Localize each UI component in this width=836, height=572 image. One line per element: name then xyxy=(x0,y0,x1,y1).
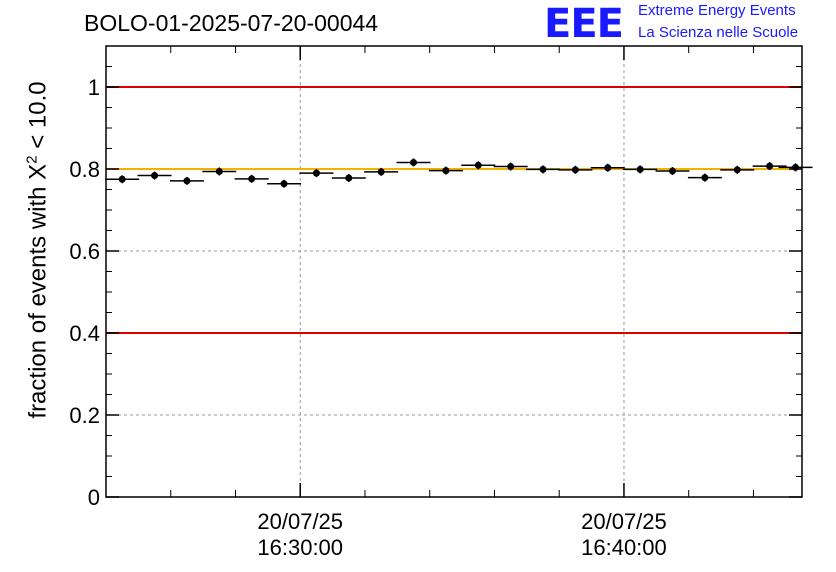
data-point xyxy=(539,165,547,173)
y-axis-label: fraction of events with X2 < 10.0 xyxy=(23,81,52,419)
logo-subtitle-1: Extreme Energy Events xyxy=(638,2,796,19)
data-point xyxy=(604,164,612,172)
x-tick-date: 20/07/25 xyxy=(257,509,344,534)
data-point xyxy=(733,166,741,174)
data-point xyxy=(248,175,256,183)
data-point xyxy=(669,167,677,175)
data-point xyxy=(636,165,644,173)
data-point xyxy=(280,180,288,188)
eee-logo: EEE xyxy=(544,1,624,47)
x-tick-time: 16:40:00 xyxy=(581,535,667,560)
data-point xyxy=(377,168,385,176)
data-point xyxy=(312,169,320,177)
data-point xyxy=(118,175,126,183)
data-point xyxy=(766,162,774,170)
logo-subtitle-2: La Scienza nelle Scuole xyxy=(638,24,799,41)
x-tick-label: 20/07/25 16:40:00 xyxy=(544,509,704,561)
data-point xyxy=(345,174,353,182)
data-point xyxy=(410,158,418,166)
data-point xyxy=(215,167,223,175)
y-tick-label: 0.2 xyxy=(69,403,100,428)
data-point xyxy=(442,167,450,175)
data-point xyxy=(571,166,579,174)
data-point xyxy=(183,177,191,185)
run-title: BOLO-01-2025-07-20-00044 xyxy=(84,10,379,36)
y-tick-label: 0 xyxy=(88,485,100,510)
y-tick-label: 0.6 xyxy=(69,239,100,264)
y-tick-label: 1 xyxy=(88,75,100,100)
data-point xyxy=(701,174,709,182)
y-tick-label: 0.4 xyxy=(69,321,100,346)
y-tick-label: 0.8 xyxy=(69,157,100,182)
data-point xyxy=(474,161,482,169)
data-point xyxy=(151,172,159,180)
data-point xyxy=(792,163,800,171)
data-point xyxy=(507,163,515,171)
x-tick-time: 16:30:00 xyxy=(257,535,344,560)
plot-frame xyxy=(105,45,803,498)
x-tick-date: 20/07/25 xyxy=(581,509,667,534)
x-tick-label: 20/07/25 16:30:00 xyxy=(220,509,380,561)
